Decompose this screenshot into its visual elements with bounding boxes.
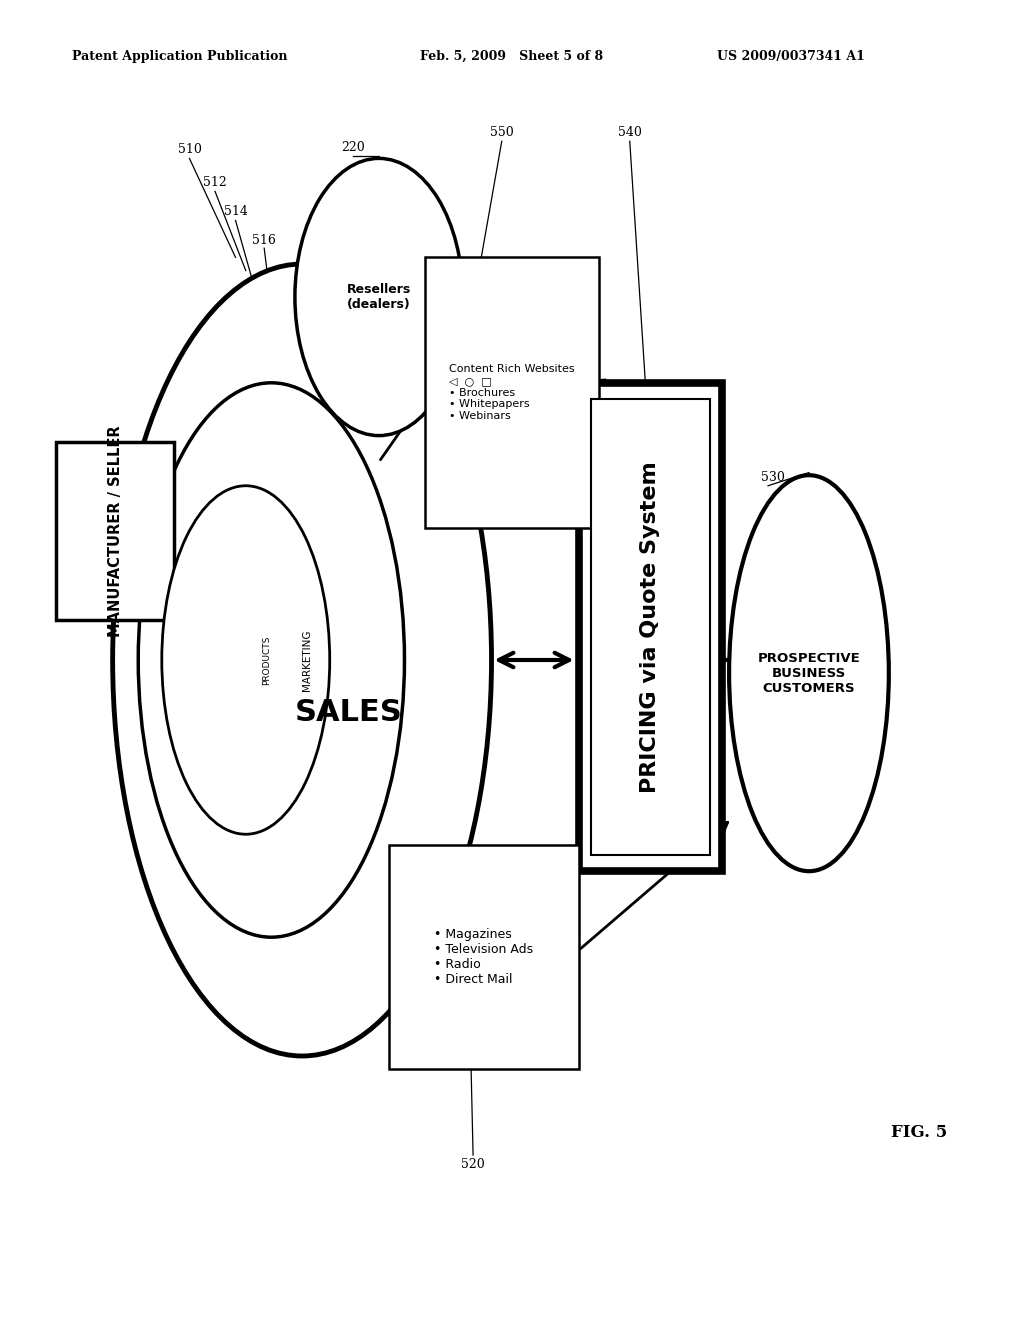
Text: 530: 530	[761, 471, 785, 484]
Ellipse shape	[162, 486, 330, 834]
Text: SALES: SALES	[294, 698, 402, 727]
FancyBboxPatch shape	[425, 257, 599, 528]
FancyBboxPatch shape	[579, 383, 722, 871]
Text: 220: 220	[341, 141, 366, 154]
Text: PRICING via Quote System: PRICING via Quote System	[640, 461, 660, 793]
Ellipse shape	[295, 158, 463, 436]
Text: 512: 512	[203, 176, 227, 189]
Text: PROSPECTIVE
BUSINESS
CUSTOMERS: PROSPECTIVE BUSINESS CUSTOMERS	[758, 652, 860, 694]
Ellipse shape	[138, 383, 404, 937]
FancyBboxPatch shape	[389, 845, 579, 1069]
Ellipse shape	[729, 475, 889, 871]
Ellipse shape	[113, 264, 492, 1056]
Text: 540: 540	[617, 125, 642, 139]
Text: US 2009/0037341 A1: US 2009/0037341 A1	[717, 50, 864, 63]
Text: 510: 510	[177, 143, 202, 156]
Text: 520: 520	[461, 1158, 485, 1171]
Text: MANUFACTURER / SELLER: MANUFACTURER / SELLER	[108, 425, 123, 638]
Text: 514: 514	[223, 205, 248, 218]
Text: 516: 516	[252, 234, 276, 247]
FancyBboxPatch shape	[591, 399, 710, 855]
Text: Patent Application Publication: Patent Application Publication	[72, 50, 287, 63]
FancyBboxPatch shape	[56, 442, 174, 620]
Text: 550: 550	[489, 125, 514, 139]
Text: FIG. 5: FIG. 5	[891, 1125, 947, 1140]
Text: Resellers
(dealers): Resellers (dealers)	[347, 282, 411, 312]
Text: PRODUCTS: PRODUCTS	[262, 635, 270, 685]
Text: • Magazines
• Television Ads
• Radio
• Direct Mail: • Magazines • Television Ads • Radio • D…	[434, 928, 534, 986]
Text: Feb. 5, 2009   Sheet 5 of 8: Feb. 5, 2009 Sheet 5 of 8	[420, 50, 603, 63]
Text: MARKETING: MARKETING	[302, 630, 312, 690]
Text: Content Rich Websites
◁  ○  □
• Brochures
• Whitepapers
• Webinars: Content Rich Websites ◁ ○ □ • Brochures …	[450, 364, 574, 421]
